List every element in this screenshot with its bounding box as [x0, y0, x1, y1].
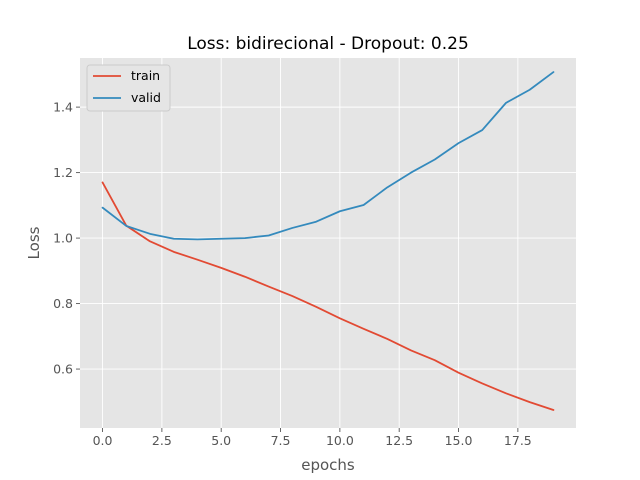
grid-lines [80, 58, 576, 428]
series-line-train [101, 181, 555, 411]
y-tick-label: 0.6 [53, 362, 73, 377]
y-tick-label: 1.2 [53, 165, 73, 180]
y-axis-label: Loss [25, 226, 43, 259]
x-tick-label: 17.5 [504, 433, 532, 448]
chart-title: Loss: bidirecional - Dropout: 0.25 [187, 34, 469, 54]
legend: train valid [86, 64, 171, 112]
x-tick-label: 2.5 [152, 433, 172, 448]
x-tick-label: 7.5 [271, 433, 291, 448]
y-axis-ticks: 0.6 0.8 1.0 1.2 1.4 [53, 100, 80, 377]
legend-label-train: train [131, 68, 160, 83]
y-tick-label: 0.8 [53, 296, 73, 311]
x-axis-ticks: 0.0 2.5 5.0 7.5 10.0 12.5 15.0 17.5 [93, 428, 532, 448]
y-tick-label: 1.0 [53, 231, 73, 246]
series-lines [101, 71, 555, 411]
x-tick-label: 0.0 [93, 433, 113, 448]
x-tick-label: 5.0 [211, 433, 231, 448]
x-tick-label: 12.5 [385, 433, 413, 448]
x-tick-label: 10.0 [326, 433, 354, 448]
x-tick-label: 15.0 [445, 433, 473, 448]
x-axis-label: epochs [301, 456, 355, 474]
legend-label-valid: valid [131, 90, 161, 105]
y-tick-label: 1.4 [53, 100, 73, 115]
series-line-valid [101, 71, 555, 241]
plot-area [80, 58, 576, 428]
